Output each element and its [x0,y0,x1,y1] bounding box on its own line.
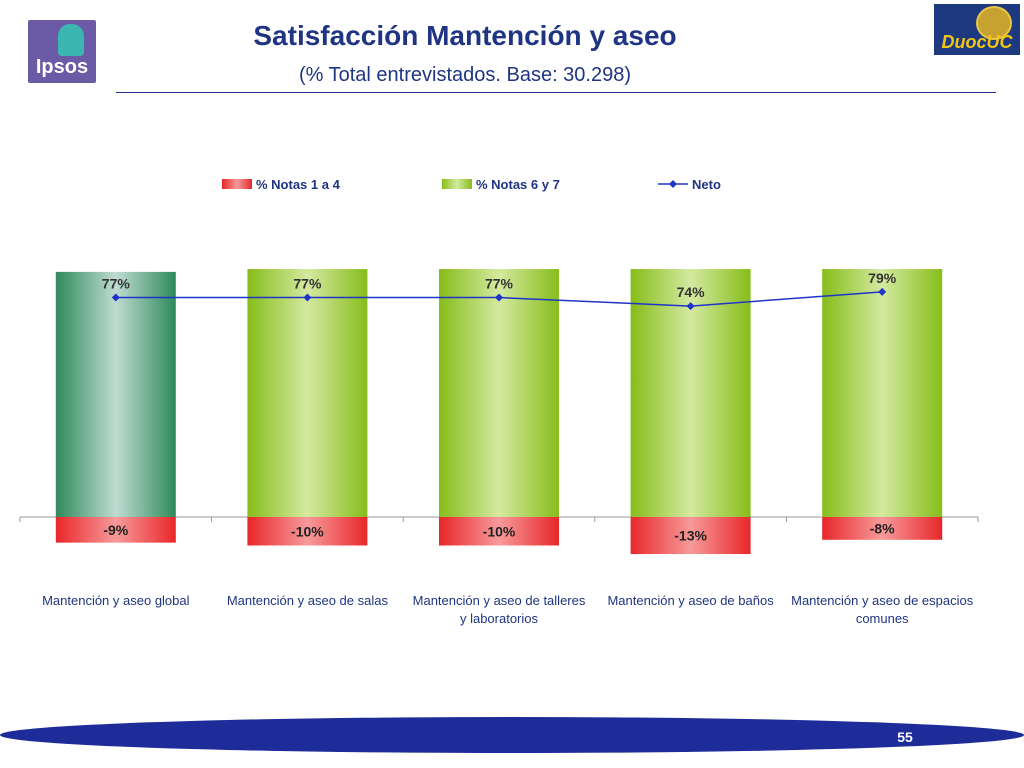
marker-neto [686,302,695,311]
plot-area: 77% -9% 77% -10% 77% -10% 74% -13% 79% -8% [19,269,979,555]
legend-label: Neto [692,177,721,192]
data-label-negative: -9% [103,522,128,538]
title-divider [116,92,996,93]
x-tick-label: Mantención y aseo de baños [607,593,774,608]
marker-neto [303,293,312,302]
footer-band [0,717,1024,753]
x-tick-label: Mantención y aseo global [42,593,190,608]
legend-item: % Notas 6 y 7 [442,177,560,192]
bar-notas-6-y-7 [439,269,559,517]
ipsos-logo: Ipsos [28,20,96,83]
data-label-positive: 79% [868,270,897,286]
data-label-negative: -10% [483,523,516,539]
bar-notas-6-y-7 [822,269,943,517]
x-tick-label: Mantención y aseo de espacios comunes [791,593,974,626]
x-tick-label: Mantención y aseo de salas [227,593,389,608]
satisfaction-chart: % Notas 1 a 4% Notas 6 y 7 Neto 77%-9%77%… [19,177,979,626]
legend-swatch [442,179,472,189]
page-title: Satisfacción Mantención y aseo [253,20,677,51]
bar-notas-1-a-4 [247,517,368,546]
data-label-negative: -8% [870,520,895,536]
data-label-negative: -13% [674,528,707,544]
legend-marker [669,180,677,188]
bar-notas-1-a-4 [55,517,176,543]
bar-notas-6-y-7 [247,269,368,517]
marker-neto [111,293,120,302]
duoc-logo-text: DuocUC [941,32,1013,52]
x-tick-label: Mantención y aseo de talleres y laborator… [413,593,586,626]
footer-ellipse [0,717,1024,753]
data-label-positive: 74% [677,284,706,300]
page-number: 55 [897,729,913,745]
legend-label: % Notas 1 a 4 [256,177,341,192]
data-label-positive: 77% [102,276,131,292]
bar-notas-1-a-4 [439,517,559,546]
data-label-negative: -10% [291,523,324,539]
ipsos-logo-text: Ipsos [35,56,89,78]
bar-notas-6-y-7 [55,271,176,517]
chart-legend: % Notas 1 a 4 % Notas 6 y 7 Neto [222,177,721,192]
data-label-positive: 77% [293,276,322,292]
duoc-crest-icon [976,6,1012,40]
marker-neto [495,293,503,302]
legend-item: % Notas 1 a 4 [222,177,341,192]
bar-notas-6-y-7 [630,269,751,517]
page-subtitle: (% Total entrevistados. Base: 30.298) [298,64,632,86]
x-axis-labels: Mantención y aseo global Mantención y ase… [42,593,974,626]
legend-swatch [222,179,252,189]
legend-item: Neto [658,177,721,192]
bar-notas-1-a-4 [822,517,943,540]
duoc-logo: DuocUC [932,2,1022,57]
marker-neto [878,287,887,296]
bar-notas-1-a-4 [630,517,751,555]
legend-label: % Notas 6 y 7 [476,177,560,192]
data-label-positive: 77% [485,276,514,292]
ipsos-logo-mark [58,24,84,56]
